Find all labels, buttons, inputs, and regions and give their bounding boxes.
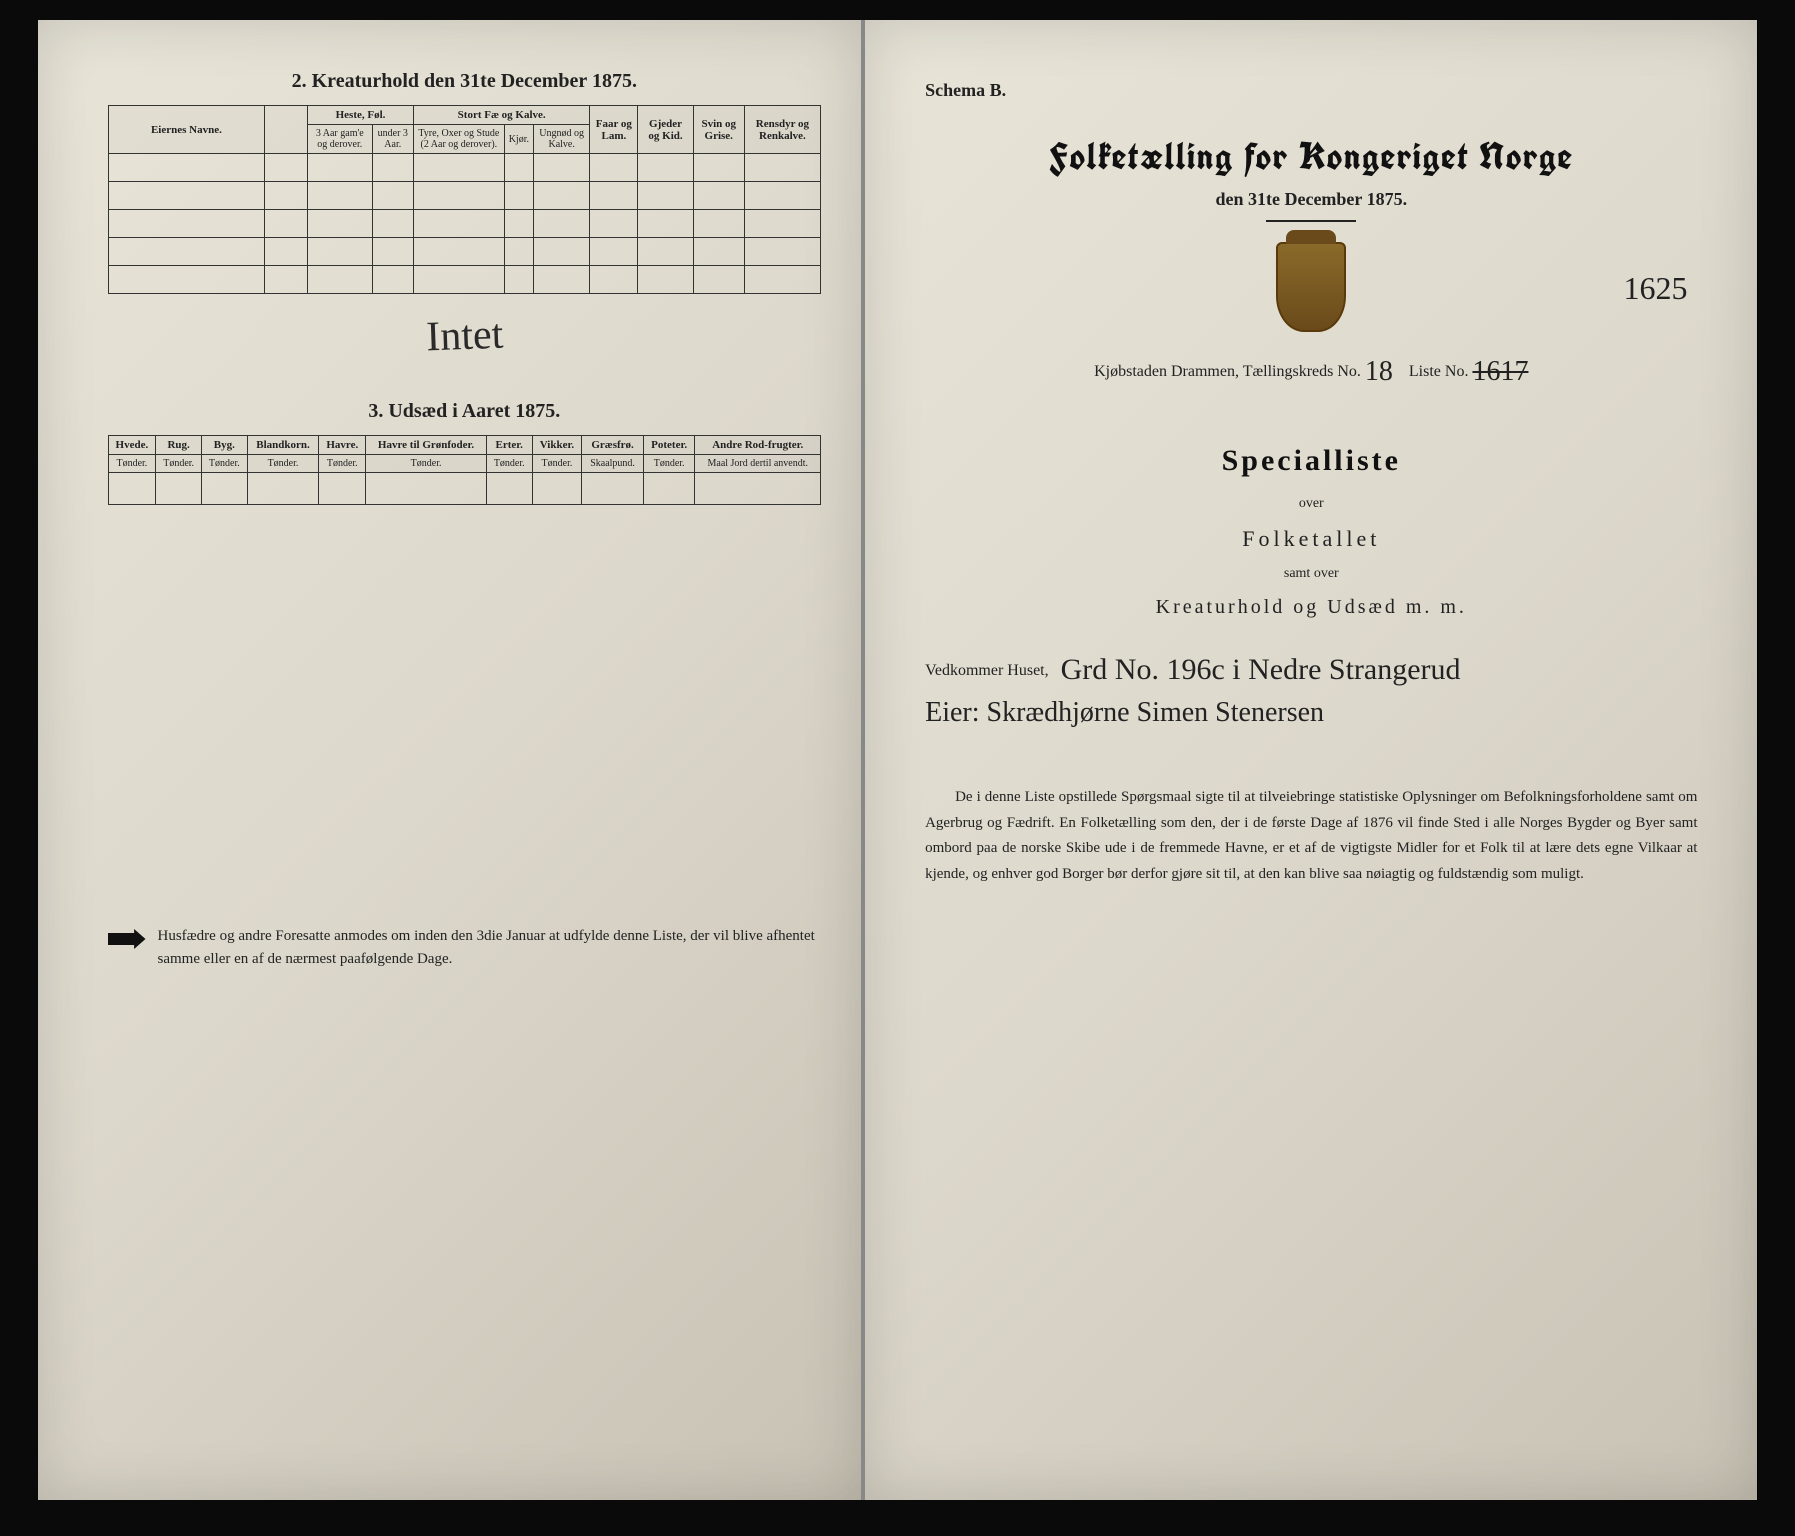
col-reindeer: Rensdyr og Renkalve. xyxy=(744,106,820,154)
unit: Tønder. xyxy=(643,455,695,473)
document-spread: 2. Kreaturhold den 31te December 1875. E… xyxy=(38,20,1758,1500)
liste-number: 1617 xyxy=(1472,356,1528,388)
samt-label: samt over xyxy=(925,566,1697,582)
col-blank xyxy=(265,106,308,154)
divider xyxy=(1266,220,1356,222)
handwritten-note: Intet xyxy=(107,300,822,373)
unit: Tønder. xyxy=(486,455,532,473)
unit-andre: Maal Jord dertil anvendt. xyxy=(695,455,821,473)
corner-number: 1625 xyxy=(1623,270,1687,307)
unit: Tønder. xyxy=(319,455,366,473)
col-erter: Erter. xyxy=(486,436,532,455)
owner-handwriting: Eier: Skrædhjørne Simen Stenersen xyxy=(925,697,1324,729)
col-havre: Havre. xyxy=(319,436,366,455)
section3-title: 3. Udsæd i Aaret 1875. xyxy=(108,400,822,423)
coat-of-arms-icon xyxy=(1276,242,1346,332)
section2-title: 2. Kreaturhold den 31te December 1875. xyxy=(108,70,822,93)
pointer-icon xyxy=(108,929,146,949)
col-cattle-a: Tyre, Oxer og Stude (2 Aar og derover). xyxy=(413,125,504,154)
subtitle-date: den 31te December 1875. xyxy=(925,189,1697,210)
schema-label: Schema B. xyxy=(925,80,1697,101)
col-vikker: Vikker. xyxy=(532,436,582,455)
main-title: Folketælling for Kongeriget Norge xyxy=(925,131,1697,181)
unit: Tønder. xyxy=(108,455,156,473)
col-rug: Rug. xyxy=(156,436,202,455)
vedkommer-handwriting: Grd No. 196c i Nedre Strangerud xyxy=(1061,653,1461,687)
kreds-number: 18 xyxy=(1365,356,1393,388)
footer-text: Husfædre og andre Foresatte anmodes om i… xyxy=(158,925,822,970)
listing-prefix: Kjøbstaden Drammen, Tællingskreds No. xyxy=(1094,363,1361,380)
unit: Tønder. xyxy=(156,455,202,473)
unit-graes: Skaalpund. xyxy=(582,455,644,473)
seed-table: Hvede. Rug. Byg. Blandkorn. Havre. Havre… xyxy=(108,435,822,505)
col-blandkorn: Blandkorn. xyxy=(247,436,319,455)
col-byg: Byg. xyxy=(201,436,247,455)
unit: Tønder. xyxy=(247,455,319,473)
col-horse-b: under 3 Aar. xyxy=(372,125,413,154)
special-title: Specialliste xyxy=(925,444,1697,478)
unit: Tønder. xyxy=(532,455,582,473)
table-row xyxy=(108,154,821,182)
vedkommer-line: Vedkommer Huset, Grd No. 196c i Nedre St… xyxy=(925,649,1697,683)
col-cattle-b: Kjør. xyxy=(504,125,533,154)
right-page: Schema B. Folketælling for Kongeriget No… xyxy=(863,20,1757,1500)
col-graesfro: Græsfrø. xyxy=(582,436,644,455)
bottom-paragraph: De i denne Liste opstillede Spørgsmaal s… xyxy=(925,785,1697,887)
over-label: over xyxy=(925,496,1697,512)
vedkommer-label: Vedkommer Huset, xyxy=(925,662,1049,679)
table-row xyxy=(108,182,821,210)
livestock-table: Eiernes Navne. Heste, Føl. Stort Fæ og K… xyxy=(108,105,822,294)
liste-label: Liste No. xyxy=(1409,363,1469,380)
folketallet-label: Folketallet xyxy=(925,526,1697,552)
listing-line: Kjøbstaden Drammen, Tællingskreds No. 18… xyxy=(925,352,1697,384)
col-hvede: Hvede. xyxy=(108,436,156,455)
col-poteter: Poteter. xyxy=(643,436,695,455)
left-page: 2. Kreaturhold den 31te December 1875. E… xyxy=(38,20,864,1500)
unit: Tønder. xyxy=(366,455,487,473)
unit: Tønder. xyxy=(201,455,247,473)
table-row xyxy=(108,266,821,294)
footer-note: Husfædre og andre Foresatte anmodes om i… xyxy=(108,925,822,970)
owner-line: Eier: Skrædhjørne Simen Stenersen xyxy=(925,693,1697,725)
col-horse-a: 3 Aar gam'e og derover. xyxy=(308,125,373,154)
col-andre: Andre Rod-frugter. xyxy=(695,436,821,455)
col-owner: Eiernes Navne. xyxy=(108,106,265,154)
table-row xyxy=(108,210,821,238)
col-group-horses: Heste, Føl. xyxy=(308,106,414,125)
col-group-cattle: Stort Fæ og Kalve. xyxy=(413,106,589,125)
col-sheep: Faar og Lam. xyxy=(590,106,638,154)
col-havre-gron: Havre til Grønfoder. xyxy=(366,436,487,455)
col-pigs: Svin og Grise. xyxy=(693,106,744,154)
col-goats: Gjeder og Kid. xyxy=(638,106,693,154)
col-cattle-c: Ungnød og Kalve. xyxy=(533,125,589,154)
kreatur-label: Kreaturhold og Udsæd m. m. xyxy=(925,596,1697,619)
table-row xyxy=(108,238,821,266)
table-row xyxy=(108,473,821,505)
